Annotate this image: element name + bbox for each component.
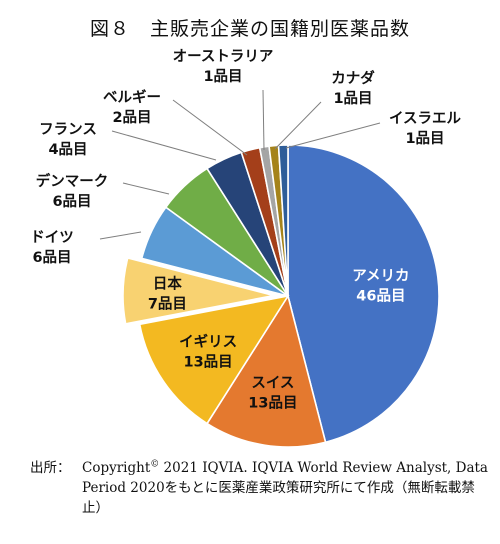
copyright-mark: © xyxy=(150,459,160,470)
slice-label-9: カナダ 1品目 xyxy=(331,69,375,107)
leader-line-7 xyxy=(172,99,248,156)
slice-name-label: デンマーク xyxy=(36,172,109,190)
source-text-after-mark: 2021 IQVIA. IQVIA World Review Analyst, … xyxy=(82,460,488,516)
leader-lines xyxy=(99,89,381,240)
source-text: Copyright© 2021 IQVIA. IQVIA World Revie… xyxy=(82,458,490,518)
slice-value-label: 7品目 xyxy=(148,296,187,313)
slice-value-label: 4品目 xyxy=(48,141,87,158)
source-label: 出所： xyxy=(30,460,71,476)
slice-name-label: ドイツ xyxy=(30,230,74,246)
source-note: 出所： Copyright© 2021 IQVIA. IQVIA World R… xyxy=(30,458,490,518)
slice-label-10: イスラエル 1品目 xyxy=(389,111,462,147)
slice-name-label: オーストラリア xyxy=(173,48,274,65)
slice-value-label: 13品目 xyxy=(248,395,297,412)
slice-label-1: スイス 13品目 xyxy=(248,376,297,412)
pie-slice-0 xyxy=(287,144,440,444)
slice-name-label: スイス xyxy=(251,376,294,392)
leader-line-8 xyxy=(262,89,265,151)
slice-label-3: 日本 7品目 xyxy=(148,275,187,313)
slice-name-label: 日本 xyxy=(153,275,182,293)
slice-name-label: アメリカ xyxy=(352,267,409,284)
slice-name-label: フランス xyxy=(39,122,97,138)
slice-value-label: 13品目 xyxy=(184,353,233,370)
leader-line-6 xyxy=(111,130,217,161)
slice-value-label: 6品目 xyxy=(52,193,91,210)
slice-value-label: 1品目 xyxy=(333,90,372,107)
slice-label-6: フランス 4品目 xyxy=(39,122,97,158)
slice-name-label: ベルギー xyxy=(103,89,161,106)
slice-name-label: イスラエル xyxy=(389,111,462,127)
slice-name-label: イギリス xyxy=(179,333,237,350)
source-text-before-mark: Copyright xyxy=(82,460,151,476)
slice-label-2: イギリス 13品目 xyxy=(179,333,237,370)
pie-slice-1 xyxy=(205,294,327,448)
slice-label-5: デンマーク 6品目 xyxy=(36,172,109,210)
leader-line-4 xyxy=(99,231,142,240)
slice-value-label: 6品目 xyxy=(32,249,71,266)
pie-slice-2 xyxy=(138,294,290,425)
slice-label-8: オーストラリア 1品目 xyxy=(173,48,274,85)
pie-slice-3 xyxy=(122,257,275,325)
slice-value-label: 2品目 xyxy=(112,109,151,126)
slice-name-label: カナダ xyxy=(331,69,375,87)
leader-line-9 xyxy=(274,101,322,150)
slice-value-label: 1品目 xyxy=(405,130,444,147)
slice-value-label: 1品目 xyxy=(203,68,242,85)
slice-label-0: アメリカ 46品目 xyxy=(352,267,409,304)
leader-line-10 xyxy=(285,122,381,149)
slice-label-4: ドイツ 6品目 xyxy=(30,230,74,266)
slice-value-label: 46品目 xyxy=(356,287,405,304)
chart-title: 図８ 主販売企業の国籍別医薬品数 xyxy=(89,18,410,40)
slice-label-7: ベルギー 2品目 xyxy=(103,89,161,126)
leader-line-5 xyxy=(122,182,170,195)
